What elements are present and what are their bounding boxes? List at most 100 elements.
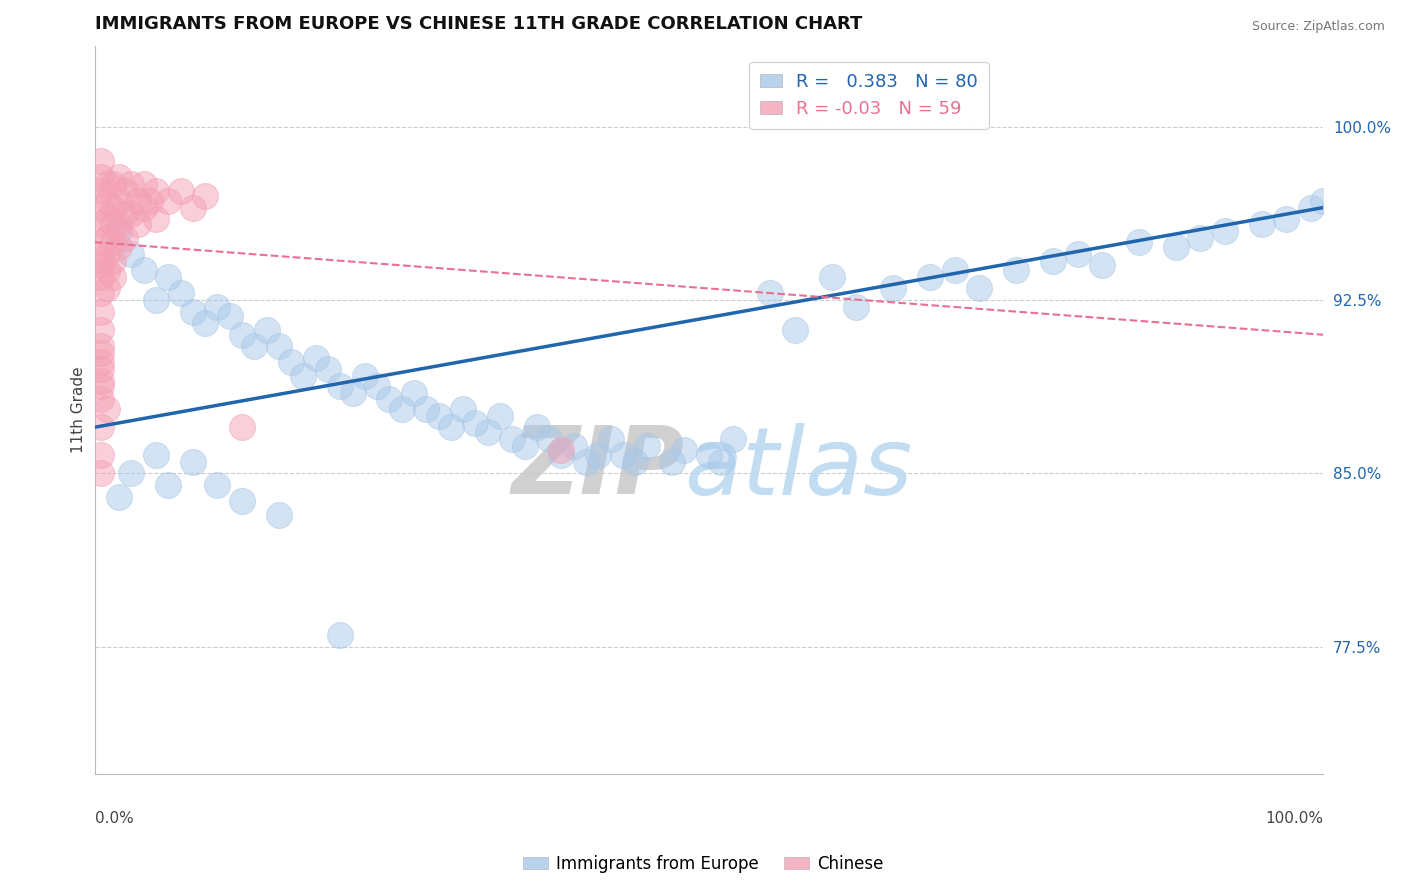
Point — [145, 212, 167, 227]
Point — [391, 401, 413, 416]
Point — [1164, 240, 1187, 254]
Legend: Immigrants from Europe, Chinese: Immigrants from Europe, Chinese — [516, 848, 890, 880]
Point — [231, 327, 253, 342]
Point — [157, 478, 180, 492]
Point — [90, 323, 112, 337]
Point — [464, 416, 486, 430]
Point — [550, 443, 572, 458]
Point — [114, 185, 136, 199]
Point — [108, 170, 131, 185]
Point — [316, 362, 339, 376]
Point — [96, 178, 118, 192]
Point — [108, 224, 131, 238]
Point — [90, 339, 112, 353]
Point — [194, 189, 217, 203]
Point — [588, 448, 610, 462]
Point — [329, 628, 352, 642]
Point — [477, 425, 499, 439]
Point — [967, 281, 990, 295]
Text: IMMIGRANTS FROM EUROPE VS CHINESE 11TH GRADE CORRELATION CHART: IMMIGRANTS FROM EUROPE VS CHINESE 11TH G… — [94, 15, 862, 33]
Point — [231, 494, 253, 508]
Point — [550, 448, 572, 462]
Point — [132, 201, 155, 215]
Point — [101, 235, 124, 250]
Point — [169, 286, 191, 301]
Point — [624, 455, 647, 469]
Point — [96, 194, 118, 208]
Point — [90, 170, 112, 185]
Point — [157, 269, 180, 284]
Point — [451, 401, 474, 416]
Point — [218, 310, 240, 324]
Point — [440, 420, 463, 434]
Point — [90, 253, 112, 268]
Point — [637, 439, 659, 453]
Point — [599, 432, 621, 446]
Point — [673, 443, 696, 458]
Point — [127, 194, 149, 208]
Point — [267, 508, 290, 522]
Point — [181, 201, 204, 215]
Text: 100.0%: 100.0% — [1265, 811, 1323, 826]
Point — [96, 401, 118, 416]
Point — [1299, 201, 1322, 215]
Point — [256, 323, 278, 337]
Point — [108, 194, 131, 208]
Point — [181, 304, 204, 318]
Point — [90, 378, 112, 392]
Point — [267, 339, 290, 353]
Point — [305, 351, 328, 365]
Point — [943, 263, 966, 277]
Point — [120, 207, 142, 221]
Point — [114, 207, 136, 221]
Point — [710, 455, 733, 469]
Point — [96, 230, 118, 244]
Point — [280, 355, 302, 369]
Point — [845, 300, 868, 314]
Point — [1312, 194, 1334, 208]
Point — [114, 230, 136, 244]
Point — [96, 212, 118, 227]
Point — [342, 385, 364, 400]
Point — [783, 323, 806, 337]
Point — [132, 178, 155, 192]
Text: ZIP: ZIP — [512, 422, 685, 514]
Point — [101, 253, 124, 268]
Point — [526, 420, 548, 434]
Point — [1042, 253, 1064, 268]
Point — [378, 392, 401, 407]
Point — [96, 263, 118, 277]
Point — [501, 432, 523, 446]
Point — [90, 467, 112, 481]
Point — [90, 304, 112, 318]
Point — [90, 420, 112, 434]
Point — [231, 420, 253, 434]
Point — [169, 185, 191, 199]
Point — [489, 409, 512, 423]
Point — [207, 300, 229, 314]
Point — [120, 178, 142, 192]
Point — [90, 185, 112, 199]
Point — [1066, 247, 1088, 261]
Point — [145, 293, 167, 307]
Point — [513, 439, 536, 453]
Point — [821, 269, 844, 284]
Point — [759, 286, 782, 301]
Point — [90, 217, 112, 231]
Legend: R =   0.383   N = 80, R = -0.03   N = 59: R = 0.383 N = 80, R = -0.03 N = 59 — [749, 62, 988, 128]
Point — [157, 194, 180, 208]
Point — [90, 201, 112, 215]
Point — [132, 263, 155, 277]
Point — [882, 281, 904, 295]
Point — [415, 401, 437, 416]
Point — [181, 455, 204, 469]
Point — [697, 448, 720, 462]
Point — [101, 217, 124, 231]
Text: 0.0%: 0.0% — [94, 811, 134, 826]
Point — [1275, 212, 1298, 227]
Point — [120, 467, 142, 481]
Point — [90, 258, 112, 272]
Y-axis label: 11th Grade: 11th Grade — [72, 367, 86, 453]
Point — [90, 346, 112, 360]
Point — [538, 432, 561, 446]
